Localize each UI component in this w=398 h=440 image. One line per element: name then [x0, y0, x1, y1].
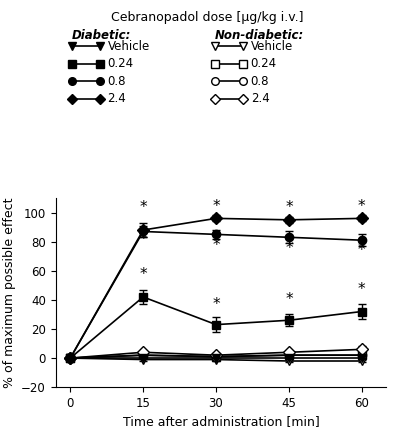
- Text: *: *: [139, 232, 147, 247]
- Text: Vehicle: Vehicle: [251, 40, 293, 53]
- Text: 0.24: 0.24: [107, 57, 134, 70]
- Text: 2.4: 2.4: [107, 92, 126, 106]
- Text: Vehicle: Vehicle: [107, 40, 150, 53]
- Text: *: *: [285, 292, 293, 307]
- X-axis label: Time after administration [min]: Time after administration [min]: [123, 415, 319, 429]
- Text: *: *: [212, 238, 220, 253]
- Text: 0.8: 0.8: [107, 75, 126, 88]
- Text: *: *: [139, 268, 147, 282]
- Text: *: *: [212, 297, 220, 312]
- Text: *: *: [139, 201, 147, 216]
- Y-axis label: % of maximum possible effect: % of maximum possible effect: [3, 198, 16, 388]
- Text: 2.4: 2.4: [251, 92, 269, 106]
- Text: *: *: [212, 199, 220, 214]
- Text: 0.24: 0.24: [251, 57, 277, 70]
- Text: *: *: [358, 282, 366, 297]
- Text: Diabetic:: Diabetic:: [72, 29, 131, 42]
- Text: *: *: [358, 199, 366, 214]
- Text: 0.8: 0.8: [251, 75, 269, 88]
- Text: Non-diabetic:: Non-diabetic:: [215, 29, 304, 42]
- Text: *: *: [358, 243, 366, 258]
- Text: Cebranopadol dose [μg/kg i.v.]: Cebranopadol dose [μg/kg i.v.]: [111, 11, 303, 24]
- Text: *: *: [285, 241, 293, 256]
- Text: *: *: [285, 201, 293, 216]
